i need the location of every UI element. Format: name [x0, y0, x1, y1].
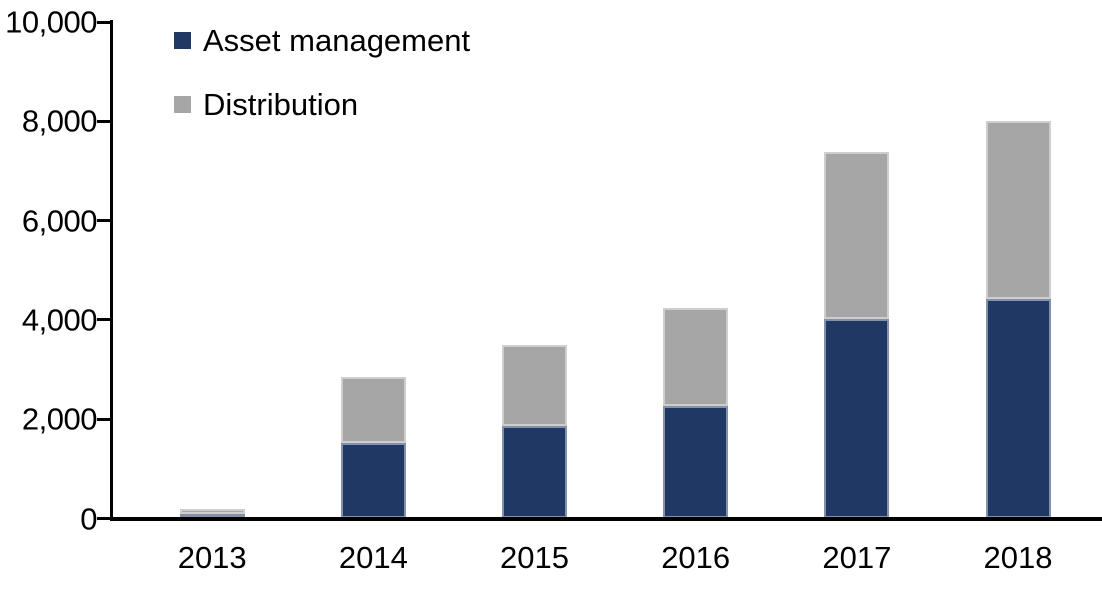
- bar-segment-distribution-2016: [663, 307, 729, 406]
- bar-segment-distribution-2014: [340, 376, 406, 444]
- bar-segment-asset-management-2017: [824, 319, 890, 519]
- bar-segment-distribution-2013: [179, 508, 245, 514]
- legend-item-distribution: Distribution: [174, 88, 470, 121]
- bar-segment-asset-management-2014: [340, 443, 406, 519]
- legend-label: Distribution: [203, 87, 359, 122]
- y-axis-tick: [97, 318, 111, 322]
- y-axis-tick-label: 4,000: [21, 302, 98, 338]
- x-axis-label-2014: 2014: [338, 540, 408, 575]
- distribution-swatch-icon: [174, 96, 191, 113]
- legend: Asset management Distribution: [174, 24, 470, 152]
- x-axis-label-2016: 2016: [661, 540, 731, 575]
- y-axis-tick: [97, 417, 111, 421]
- x-axis-label-2017: 2017: [822, 540, 892, 575]
- bar-stack-2018: [985, 121, 1051, 519]
- y-axis-tick: [97, 20, 111, 24]
- y-axis-tick: [97, 119, 111, 123]
- bar-stack-2015: [502, 344, 568, 519]
- bar-segment-asset-management-2016: [663, 405, 729, 519]
- bar-segment-distribution-2018: [985, 121, 1051, 300]
- y-axis-tick-label: 8,000: [21, 103, 98, 139]
- y-axis-tick: [97, 517, 111, 520]
- bar-segment-asset-management-2015: [502, 425, 568, 519]
- x-axis-label-2018: 2018: [983, 540, 1053, 575]
- y-axis-tick-label: 10,000: [5, 4, 97, 40]
- bar-segment-distribution-2017: [824, 151, 890, 320]
- bar-stack-2017: [824, 151, 890, 519]
- y-axis-tick-label: 6,000: [21, 203, 98, 239]
- bar-segment-distribution-2015: [502, 344, 568, 426]
- x-axis-label-2013: 2013: [177, 540, 247, 575]
- y-axis-tick-label: 0: [80, 501, 97, 536]
- x-axis-line: [110, 517, 1102, 521]
- y-axis-tick: [97, 219, 111, 223]
- legend-item-asset-management: Asset management: [174, 24, 470, 57]
- bar-segment-asset-management-2013: [179, 513, 245, 519]
- bar-stack-2014: [340, 376, 406, 519]
- y-axis-line: [110, 20, 113, 520]
- asset-management-swatch-icon: [174, 32, 191, 49]
- bar-stack-2013: [179, 508, 245, 519]
- y-axis-tick-label: 2,000: [21, 401, 98, 437]
- bar-stack-2016: [663, 307, 729, 519]
- bar-segment-asset-management-2018: [985, 299, 1051, 519]
- legend-label: Asset management: [203, 23, 471, 58]
- x-axis-label-2015: 2015: [500, 540, 569, 575]
